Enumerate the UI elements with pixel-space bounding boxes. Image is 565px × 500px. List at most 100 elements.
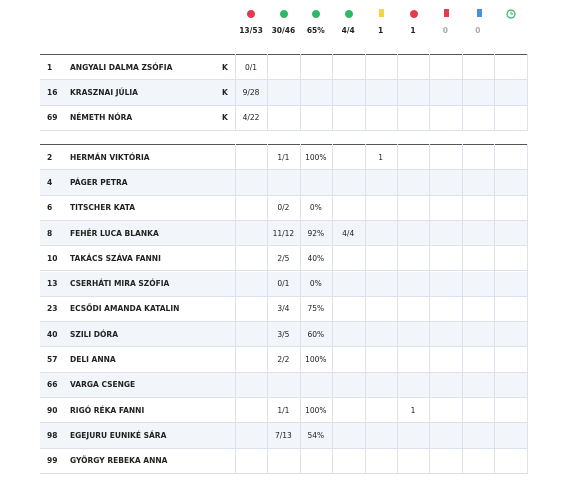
table-edge bbox=[527, 54, 528, 131]
table-row bbox=[40, 106, 527, 131]
stat-cell: 4/22 bbox=[242, 113, 260, 123]
table-row bbox=[40, 297, 527, 323]
column-divider bbox=[332, 54, 334, 131]
stat-cell: 4/4 bbox=[342, 228, 355, 238]
player-name: FEHÉR LUCA BLANKA bbox=[70, 228, 159, 238]
player-name: NÉMETH NÓRA bbox=[70, 113, 133, 123]
player-number: 23 bbox=[47, 304, 58, 314]
table-top bbox=[40, 54, 527, 55]
player-name: GYÖRGY REBEKA ANNA bbox=[70, 456, 168, 466]
player-number: 16 bbox=[47, 87, 58, 97]
stat-cell: 3/4 bbox=[277, 304, 290, 314]
player-name: SZILI DÓRA bbox=[70, 329, 118, 339]
player-number: 4 bbox=[47, 177, 53, 187]
total: 0 bbox=[475, 26, 481, 35]
stat-cell: 0/2 bbox=[277, 203, 290, 213]
column-divider bbox=[267, 144, 269, 474]
player-number: 13 bbox=[47, 279, 58, 289]
player-number: 8 bbox=[47, 228, 53, 238]
column-divider bbox=[429, 144, 431, 474]
table-row bbox=[40, 423, 527, 449]
stat-cell: 100% bbox=[305, 355, 327, 365]
total: 1 bbox=[377, 26, 384, 35]
table-row bbox=[40, 196, 527, 221]
stat-cell: 75% bbox=[307, 304, 325, 314]
stat-cell: 3/5 bbox=[277, 329, 290, 339]
player-name: EGEJURU EUNIKÉ SÁRA bbox=[70, 430, 167, 440]
column-divider bbox=[429, 54, 431, 131]
player-name: TITSCHER KATA bbox=[70, 203, 136, 213]
stat-cell: 9/28 bbox=[242, 87, 260, 97]
table-row bbox=[40, 170, 527, 196]
player-name: VARGA CSENGE bbox=[70, 380, 136, 390]
player-number: 66 bbox=[47, 380, 58, 390]
player-name: ANGYALI DALMA ZSÓFIA bbox=[70, 62, 173, 72]
total: 65% bbox=[306, 26, 325, 35]
column-divider bbox=[397, 54, 398, 131]
column-divider bbox=[461, 54, 463, 131]
column-divider bbox=[364, 144, 366, 474]
table-row bbox=[40, 398, 527, 424]
total: 30/46 bbox=[271, 26, 296, 35]
column-divider bbox=[494, 54, 496, 131]
column-divider bbox=[235, 54, 236, 131]
stat-cell: 0% bbox=[309, 203, 322, 213]
stat-cell: 40% bbox=[307, 253, 325, 263]
player-name: TAKÁCS SZÁVA FANNI bbox=[70, 253, 161, 263]
stat-cell: 1 bbox=[410, 405, 416, 415]
column-divider bbox=[332, 144, 334, 474]
stat-cell: 0% bbox=[309, 279, 322, 289]
table-row bbox=[40, 449, 527, 474]
table-row bbox=[40, 322, 527, 348]
column-divider bbox=[364, 54, 366, 131]
column-divider bbox=[494, 144, 496, 474]
player-name: KRASZNAI JÚLIA bbox=[70, 87, 138, 97]
player-number: 6 bbox=[47, 203, 53, 213]
player-number: 10 bbox=[47, 253, 58, 263]
total: 1 bbox=[410, 26, 416, 35]
column-divider bbox=[461, 144, 463, 474]
position: K bbox=[222, 113, 228, 123]
player-name: CSERHÁTI MIRA SZÓFIA bbox=[70, 279, 170, 289]
stat-cell: 7/13 bbox=[274, 430, 292, 440]
player-number: 90 bbox=[47, 405, 58, 415]
table-row bbox=[40, 347, 527, 373]
stat-cell: 2/5 bbox=[277, 253, 290, 263]
player-number: 40 bbox=[47, 329, 58, 339]
position: K bbox=[222, 62, 228, 72]
stat-cell: 92% bbox=[307, 228, 325, 238]
total: 4/4 bbox=[341, 26, 355, 35]
column-divider bbox=[299, 54, 301, 131]
player-number: 2 bbox=[47, 152, 53, 162]
total: 13/53 bbox=[239, 26, 263, 35]
player-name: HERMÁN VIKTÓRIA bbox=[70, 152, 150, 162]
stat-cell: 0/1 bbox=[277, 279, 290, 289]
stat-cell: 11/12 bbox=[272, 228, 295, 238]
stat-cell: 60% bbox=[307, 329, 325, 339]
player-name: PÁGER PETRA bbox=[70, 177, 128, 187]
stat-cell: 100% bbox=[305, 152, 327, 162]
column-divider bbox=[235, 144, 236, 474]
table-row bbox=[40, 271, 527, 297]
stat-cell: 54% bbox=[307, 430, 325, 440]
table-edge bbox=[527, 144, 528, 474]
player-name: RIGÓ RÉKA FANNI bbox=[70, 405, 145, 415]
player-number: 98 bbox=[47, 430, 58, 440]
stat-cell: 0/1 bbox=[244, 62, 258, 72]
table-row bbox=[40, 55, 527, 81]
table-row bbox=[40, 220, 527, 247]
player-number: 69 bbox=[47, 113, 58, 123]
player-name: DELI ANNA bbox=[70, 355, 116, 365]
column-icons bbox=[247, 9, 516, 19]
stat-cell: 1/1 bbox=[277, 405, 290, 415]
column-divider bbox=[299, 144, 301, 474]
player-name: ECSŐDI AMANDA KATALIN bbox=[70, 304, 180, 314]
table-top bbox=[40, 144, 527, 145]
table-row bbox=[40, 246, 527, 272]
player-number: 1 bbox=[47, 62, 53, 72]
table-row bbox=[40, 145, 527, 171]
player-number: 99 bbox=[47, 456, 58, 466]
table-row bbox=[40, 80, 527, 106]
stat-cell: 2/2 bbox=[277, 355, 290, 365]
